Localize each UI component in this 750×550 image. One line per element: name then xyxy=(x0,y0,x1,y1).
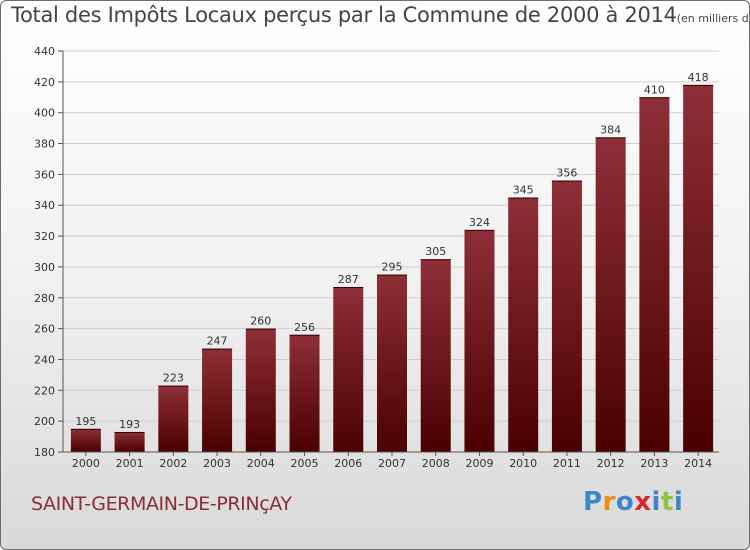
bar-2007 xyxy=(377,274,407,452)
axes xyxy=(58,50,719,456)
data-label-2008: 305 xyxy=(425,245,446,258)
y-tick-label: 360 xyxy=(34,168,55,181)
bar-2013 xyxy=(639,97,670,453)
bar-2011 xyxy=(551,180,582,453)
data-label-2004: 260 xyxy=(250,315,271,328)
x-tick-label-2013: 2013 xyxy=(640,457,668,470)
x-tick-label-2007: 2007 xyxy=(378,457,406,470)
bar-2002 xyxy=(158,385,189,452)
y-tick-label: 220 xyxy=(34,384,55,397)
y-tick-label: 240 xyxy=(34,353,55,366)
x-tick-label-2000: 2000 xyxy=(72,457,100,470)
commune-name: SAINT-GERMAIN-DE-PRINçAY xyxy=(31,493,292,515)
data-label-2007: 295 xyxy=(382,261,403,274)
data-label-2014: 418 xyxy=(688,71,709,84)
logo-letter: x xyxy=(634,487,652,517)
logo-letter: i xyxy=(651,487,661,517)
bar-2004 xyxy=(245,328,276,452)
x-tick-label-2011: 2011 xyxy=(553,457,581,470)
bar-2000 xyxy=(70,428,101,452)
logo-letter: o xyxy=(615,487,635,517)
data-label-2009: 324 xyxy=(469,216,490,229)
chart-title: Total des Impôts Locaux perçus par la Co… xyxy=(11,3,749,27)
y-tick-label: 340 xyxy=(34,199,55,212)
bar-2003 xyxy=(202,348,233,452)
labels: 180 200 220 240 260 280 300 320 340 360 380 400 420 4… xyxy=(34,45,712,470)
y-tick-label: 200 xyxy=(34,415,55,428)
proxiti-logo: Proxiti xyxy=(583,487,683,517)
x-tick-label-2012: 2012 xyxy=(597,457,625,470)
data-label-2010: 345 xyxy=(513,184,534,197)
x-tick-label-2005: 2005 xyxy=(291,457,319,470)
x-tick-label-2014: 2014 xyxy=(684,457,712,470)
y-tick-label: 440 xyxy=(34,45,55,58)
data-label-2002: 223 xyxy=(163,372,184,385)
x-tick-label-2003: 2003 xyxy=(203,457,231,470)
x-tick-label-2010: 2010 xyxy=(509,457,537,470)
data-label-2011: 356 xyxy=(556,167,577,180)
x-tick-label-2002: 2002 xyxy=(159,457,187,470)
y-tick-label: 380 xyxy=(34,138,55,151)
chart-title-unit: (en milliers d'€) xyxy=(676,12,749,25)
bar-2009 xyxy=(464,229,495,452)
data-label-2005: 256 xyxy=(294,321,315,334)
bar-2001 xyxy=(114,431,145,452)
logo-letter: i xyxy=(673,487,684,517)
y-tick-label: 280 xyxy=(34,292,55,305)
bar-2005 xyxy=(289,334,320,452)
y-tick-label: 260 xyxy=(34,323,55,336)
chart-title-text: Total des Impôts Locaux perçus par la Co… xyxy=(11,3,677,27)
logo-letter: r xyxy=(602,487,616,517)
bar-2006 xyxy=(333,286,364,452)
y-tick-label: 320 xyxy=(34,230,55,243)
bar-2008 xyxy=(420,259,451,452)
data-label-2012: 384 xyxy=(600,123,621,136)
bar-2014 xyxy=(683,84,714,452)
logo-letter: t xyxy=(660,487,674,517)
y-tick-label: 180 xyxy=(34,446,55,459)
y-tick-label: 400 xyxy=(34,107,55,120)
y-tick-label: 420 xyxy=(34,76,55,89)
data-label-2013: 410 xyxy=(644,83,665,96)
bar-2010 xyxy=(508,197,539,452)
data-label-2000: 195 xyxy=(75,415,96,428)
data-label-2006: 287 xyxy=(338,273,359,286)
logo-letter: P xyxy=(583,487,603,517)
data-label-2001: 193 xyxy=(119,418,140,431)
x-tick-label-2008: 2008 xyxy=(422,457,450,470)
bars xyxy=(70,84,714,453)
bar-2012 xyxy=(595,137,626,452)
y-tick-label: 300 xyxy=(34,261,55,274)
x-tick-label-2001: 2001 xyxy=(116,457,144,470)
x-tick-label-2009: 2009 xyxy=(465,457,493,470)
data-label-2003: 247 xyxy=(207,335,228,348)
x-tick-label-2004: 2004 xyxy=(247,457,275,470)
x-tick-label-2006: 2006 xyxy=(334,457,362,470)
